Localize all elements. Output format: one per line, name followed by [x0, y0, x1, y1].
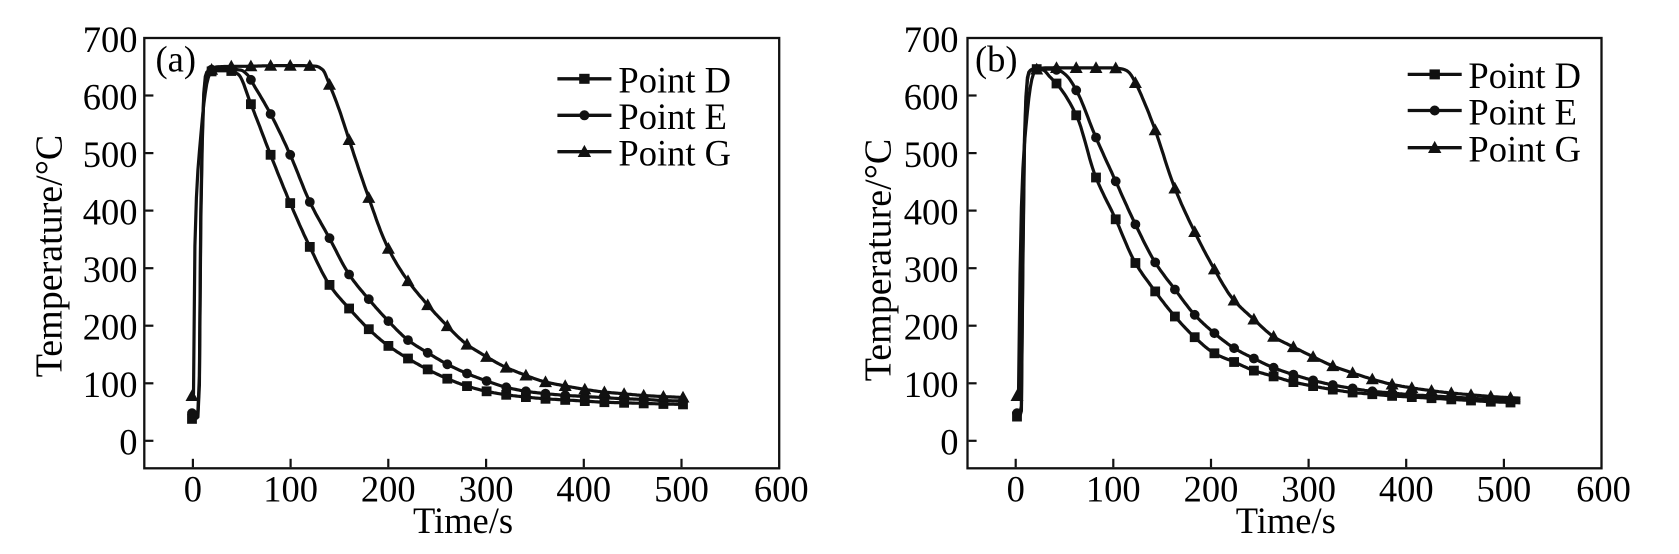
svg-text:100: 100	[904, 364, 959, 405]
svg-text:Point G: Point G	[1468, 129, 1581, 170]
svg-text:100: 100	[263, 468, 318, 509]
svg-text:(b): (b)	[975, 38, 1018, 79]
svg-text:Point E: Point E	[618, 96, 727, 137]
svg-text:Time/s: Time/s	[1236, 500, 1336, 541]
svg-text:500: 500	[904, 134, 959, 175]
svg-text:700: 700	[904, 19, 959, 60]
svg-text:Temperature/°C: Temperature/°C	[29, 135, 71, 378]
svg-text:Point G: Point G	[618, 133, 731, 174]
svg-text:200: 200	[904, 307, 959, 348]
svg-text:Point D: Point D	[618, 60, 731, 101]
svg-text:Temperature/°C: Temperature/°C	[858, 139, 900, 382]
svg-text:400: 400	[904, 192, 959, 233]
svg-text:500: 500	[1477, 468, 1532, 509]
svg-text:0: 0	[119, 422, 137, 463]
svg-text:400: 400	[83, 192, 138, 233]
svg-text:0: 0	[940, 422, 958, 463]
svg-text:400: 400	[556, 468, 611, 509]
svg-text:0: 0	[1007, 468, 1025, 509]
svg-text:600: 600	[83, 76, 138, 117]
svg-text:200: 200	[83, 307, 138, 348]
svg-text:600: 600	[1576, 468, 1631, 509]
svg-text:500: 500	[83, 134, 138, 175]
svg-text:200: 200	[1184, 468, 1239, 509]
svg-text:100: 100	[83, 364, 138, 405]
svg-text:Point D: Point D	[1468, 55, 1581, 96]
svg-text:700: 700	[83, 19, 138, 60]
svg-text:300: 300	[1281, 468, 1336, 509]
svg-text:Time/s: Time/s	[413, 500, 513, 541]
svg-text:Point E: Point E	[1468, 91, 1577, 132]
svg-text:0: 0	[184, 468, 202, 509]
svg-text:600: 600	[904, 76, 959, 117]
svg-text:300: 300	[459, 468, 514, 509]
svg-text:300: 300	[83, 249, 138, 290]
svg-text:500: 500	[654, 468, 709, 509]
svg-text:400: 400	[1379, 468, 1434, 509]
svg-text:600: 600	[754, 468, 809, 509]
svg-text:100: 100	[1086, 468, 1141, 509]
svg-text:200: 200	[361, 468, 416, 509]
svg-text:300: 300	[904, 249, 959, 290]
svg-text:(a): (a)	[156, 38, 197, 79]
